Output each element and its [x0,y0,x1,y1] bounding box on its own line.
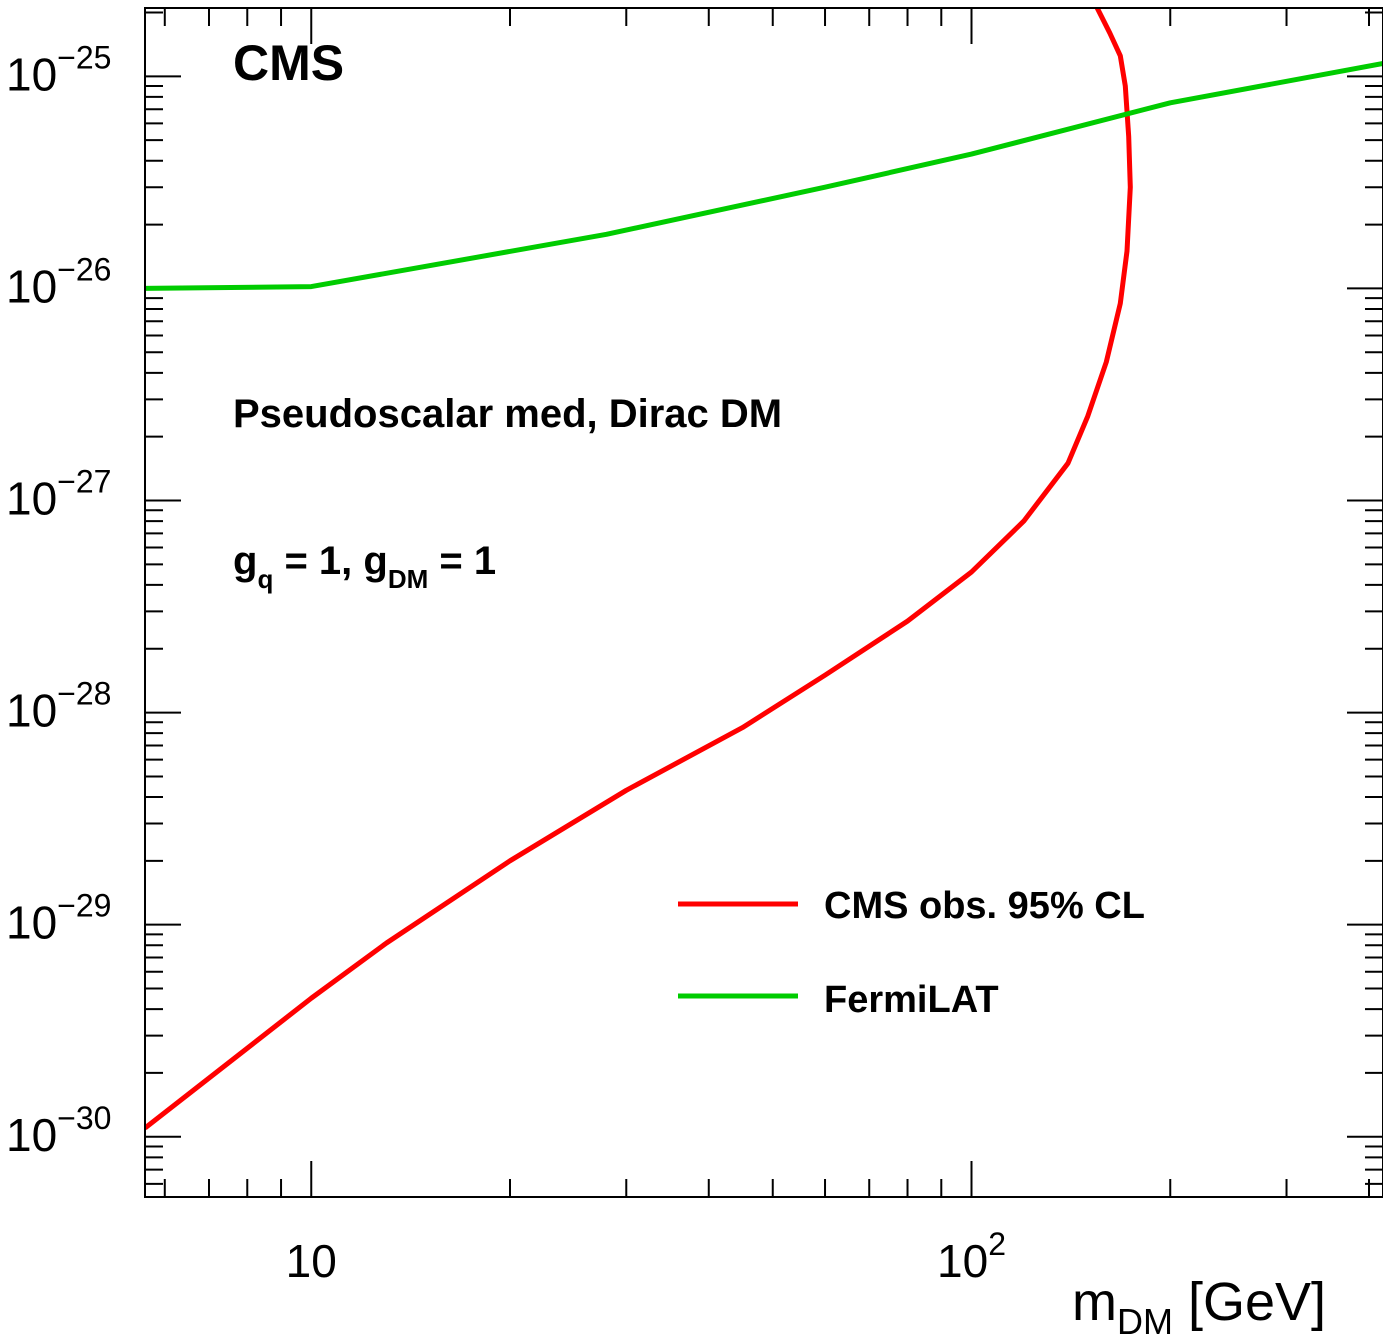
y-tick-label: 10−30 [6,1100,111,1161]
y-tick-exp: −26 [57,251,111,287]
x-axis-title-sub: DM [1117,1301,1173,1342]
y-tick-exp: −29 [57,888,111,924]
y-tick-label: 10−28 [6,676,111,737]
series-layer [145,8,1383,1130]
y-tick-base: 10 [6,260,57,312]
legend-label-cms: CMS obs. 95% CL [824,885,1145,927]
y-tick-base: 10 [6,48,57,100]
experiment-label: CMS [233,35,344,91]
coupling-g2: g [363,539,387,583]
coupling-mid: = 1, [273,539,363,583]
y-tick-label: 10−29 [6,888,111,949]
coupling-annotation: gq = 1, gDM = 1 [233,539,496,594]
x-axis-title: mDM [GeV] [1072,1272,1326,1342]
y-tick-label: 10−27 [6,464,111,525]
coupling-q-sub: q [257,564,273,594]
coupling-end: = 1 [428,539,496,583]
coupling-g: g [233,539,257,583]
major-ticks [145,8,1383,1197]
plot-frame [144,7,1383,1198]
minor-ticks [145,8,1383,1197]
y-tick-label: 10−26 [6,251,111,312]
x-axis-title-main: m [1072,1272,1117,1332]
y-tick-base: 10 [6,897,57,949]
y-tick-base: 10 [6,1109,57,1161]
x-tick-base: 10 [937,1235,988,1287]
legend-label-fermi: FermiLAT [824,979,999,1021]
x-tick-base: 10 [286,1235,337,1287]
y-tick-base: 10 [6,473,57,525]
y-tick-exp: −28 [57,676,111,712]
y-tick-exp: −27 [57,464,111,500]
y-tick-base: 10 [6,685,57,737]
x-tick-labels: 10 102 [286,1226,1006,1287]
y-tick-exp: −30 [57,1100,111,1136]
x-axis-title-unit: [GeV] [1173,1272,1326,1332]
y-tick-label: 10−25 [6,39,111,100]
coupling-dm-sub: DM [388,564,428,594]
series-line-fermilat [145,61,1383,291]
model-annotation: Pseudoscalar med, Dirac DM [233,392,782,436]
x-tick-exp: 2 [988,1226,1006,1262]
y-tick-exp: −25 [57,39,111,75]
x-tick-label: 102 [937,1226,1006,1287]
legend: CMS obs. 95% CL FermiLAT [678,885,1145,1021]
x-tick-label: 10 [286,1235,337,1287]
series-line-cms-obs [145,8,1133,1130]
